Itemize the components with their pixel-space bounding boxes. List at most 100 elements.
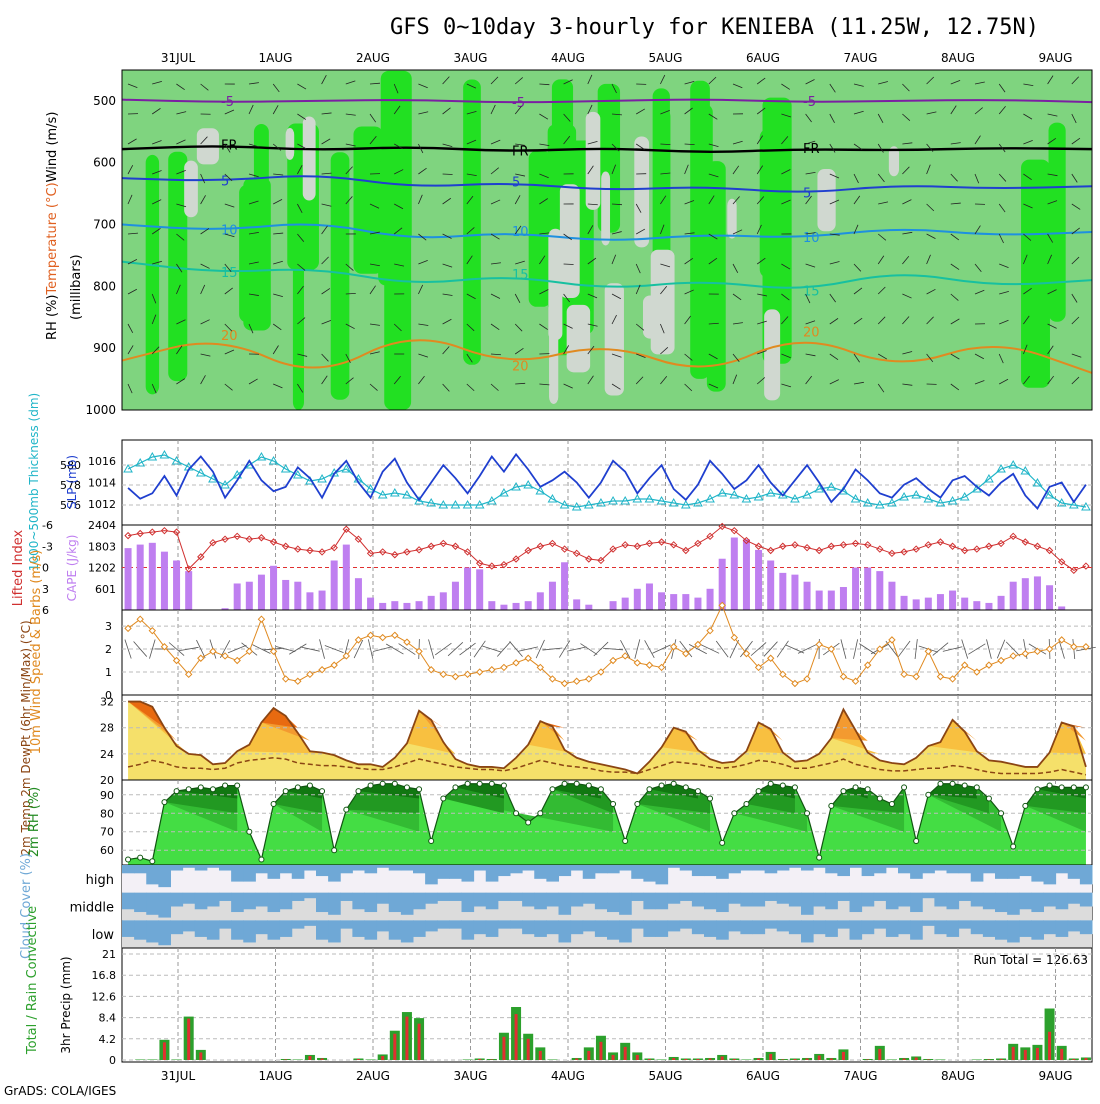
cloud-cover-bar xyxy=(728,920,741,931)
cape-bar xyxy=(585,605,592,610)
cloud-cover-bar xyxy=(1044,920,1057,934)
cloud-cover-bar xyxy=(656,865,669,884)
cloud-cover-bar xyxy=(983,920,996,937)
precip-convective-bar xyxy=(915,1057,918,1060)
contour-label: 20 xyxy=(221,329,238,344)
cloud-cover-bar xyxy=(122,893,135,910)
day-label-bottom: 4AUG xyxy=(551,1069,585,1083)
cape-ylabel: CAPE (J/kg) xyxy=(65,535,79,602)
cloud-cover-bar xyxy=(995,865,1008,879)
cape-tick: 2404 xyxy=(88,519,116,532)
contour-label: 5 xyxy=(803,187,811,202)
cloud-cover-bar xyxy=(425,893,438,904)
cloud-cover-bar xyxy=(413,893,426,910)
cloud-cover-bar xyxy=(365,920,378,939)
slp-tick: 1016 xyxy=(88,455,116,468)
precip-convective-bar xyxy=(1024,1050,1027,1060)
cloud-cover-bar xyxy=(1031,893,1044,912)
rh-point xyxy=(744,802,749,807)
cloud-cover-bar xyxy=(183,865,196,868)
precip-convective-bar xyxy=(757,1058,760,1060)
precip-total-bar xyxy=(657,1059,667,1060)
precip-total-bar xyxy=(293,1059,303,1060)
day-label-top: 4AUG xyxy=(551,51,585,65)
rh-point xyxy=(720,840,725,845)
precip-convective-bar xyxy=(187,1019,190,1060)
rh-point xyxy=(441,796,446,801)
rh-dry-patch xyxy=(184,161,198,218)
footer-credit: GrADS: COLA/IGES xyxy=(4,1084,116,1098)
cloud-cover-bar xyxy=(789,865,802,868)
cloud-cover-bar xyxy=(328,865,341,882)
cloud-cover-bar xyxy=(365,865,378,873)
cloud-cover-bar xyxy=(947,893,960,910)
rh-moist-band xyxy=(381,71,412,243)
cloud-cover-bar xyxy=(1007,893,1020,915)
cloud-cover-bar xyxy=(583,865,596,879)
cloud-cover-bar xyxy=(607,865,620,873)
cloud-cover-bar xyxy=(583,920,596,931)
precip-ylabel-text: 3hr Precip (mm) xyxy=(59,956,73,1053)
rh-dry-patch xyxy=(548,229,562,341)
rh-point xyxy=(271,802,276,807)
cloud-cover-bar xyxy=(910,920,923,939)
day-label-top: 5AUG xyxy=(649,51,683,65)
cloud-cover-bar xyxy=(922,865,935,873)
precip-tick: 4.2 xyxy=(99,1033,117,1046)
rh-point xyxy=(926,792,931,797)
rh-dry-patch xyxy=(601,172,610,246)
cloud-cover-bar xyxy=(971,893,984,907)
cloud-cover-bar xyxy=(934,920,947,934)
cloud-cover-bar xyxy=(207,893,220,907)
rh-point xyxy=(453,785,458,790)
cape-bar xyxy=(149,543,156,610)
cloud-cover-bar xyxy=(304,865,317,871)
rh-point xyxy=(671,781,676,786)
cloud-cover-bar xyxy=(595,893,608,910)
cape-bar xyxy=(355,578,362,610)
cloud-cover-bar xyxy=(619,920,632,942)
rh-point xyxy=(974,785,979,790)
precip-legend-label-text: Total / Rain Convective xyxy=(25,906,40,1055)
cloud-cover-bar xyxy=(352,920,365,937)
cloud-cover-bar xyxy=(437,865,450,879)
cloud-cover-bar xyxy=(837,865,850,876)
day-label-bottom: 6AUG xyxy=(746,1069,780,1083)
rh-point xyxy=(562,781,567,786)
cape-bar xyxy=(1046,585,1053,610)
precip-convective-bar xyxy=(733,1059,736,1060)
cloud-cover-bar xyxy=(437,920,450,928)
slp-ylabel-text: SLP (mb) xyxy=(65,455,79,509)
upper-air-y-tick: 800 xyxy=(93,279,116,293)
cloud-cover-bar xyxy=(1068,920,1081,931)
rh-point xyxy=(392,781,397,786)
cape-bar xyxy=(901,596,908,610)
cape-bar xyxy=(331,560,338,610)
cloud-cover-bar xyxy=(716,893,729,912)
cloud-cover-bar xyxy=(1007,920,1020,942)
cloud-cover-bar xyxy=(389,893,402,912)
day-label-bottom: 5AUG xyxy=(649,1069,683,1083)
precip-convective-bar xyxy=(781,1059,784,1060)
rh-point xyxy=(283,789,288,794)
cape-bar xyxy=(125,548,132,610)
cloud-cover-bar xyxy=(813,920,826,934)
cloud-cover-bar xyxy=(389,920,402,939)
rh-point xyxy=(1011,844,1016,849)
rh-point xyxy=(368,783,373,788)
cloud-cover-bar xyxy=(607,920,620,939)
chart-title: GFS 0~10day 3-hourly for KENIEBA (11.25W… xyxy=(390,15,1039,40)
upper-air-y-tick: 600 xyxy=(93,156,116,170)
li-tick: -6 xyxy=(42,519,53,532)
cloud-cover-bar xyxy=(510,865,523,873)
cloud-cover-bar xyxy=(886,865,899,868)
cloud-cover-bar xyxy=(534,920,547,937)
cloud-cover-bar xyxy=(571,893,584,907)
temp-tick: 24 xyxy=(100,748,114,761)
cloud-cover-bar xyxy=(680,893,693,901)
cloud-cover-bar xyxy=(934,865,947,871)
rh-point xyxy=(805,811,810,816)
day-label-bottom: 7AUG xyxy=(844,1069,878,1083)
cloud-cover-bar xyxy=(1031,920,1044,939)
precip-total-bar xyxy=(366,1059,376,1060)
